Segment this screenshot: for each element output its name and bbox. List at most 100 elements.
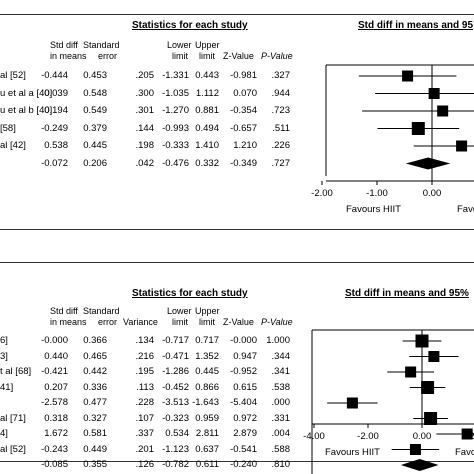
cell-z-value: -0.354 xyxy=(230,105,257,116)
study-name: u et al b [40] xyxy=(0,105,53,116)
hdr-ll-b: limit xyxy=(172,317,188,327)
study-name: 4] xyxy=(0,428,8,439)
cell-std-err: 0.453 xyxy=(83,70,107,81)
hdr-p: P-Value xyxy=(261,51,293,61)
x-tick-label: -4.00 xyxy=(303,431,325,442)
favours-right-label: Favo xyxy=(455,447,474,458)
study-name: 6] xyxy=(0,335,8,346)
study-name: al [52] xyxy=(0,443,26,455)
effect-size-marker xyxy=(461,428,473,440)
cell-z-value: -0.981 xyxy=(230,70,257,81)
cell-z-value: 1.210 xyxy=(233,140,257,151)
forest-plot-top: Statistics for each study Std diff in me… xyxy=(0,14,474,230)
cell-variance: .107 xyxy=(135,412,155,424)
hdr-se-b: error xyxy=(98,317,118,327)
hdr-z: Z-Value xyxy=(223,51,254,61)
cell-p-value: .226 xyxy=(271,140,291,151)
cell-std-err: 0.379 xyxy=(83,122,107,134)
cell-p-value: .810 xyxy=(271,459,291,470)
cell-std-err: 0.465 xyxy=(83,350,107,362)
cell-lower-limit: -0.471 xyxy=(162,350,189,362)
effect-size-marker xyxy=(456,140,468,152)
plot-title: Std diff in means and 95 xyxy=(358,20,474,31)
cell-std-diff: 0.318 xyxy=(44,412,68,424)
cell-std-diff: 1.672 xyxy=(44,428,68,439)
cell-std-diff: -0.421 xyxy=(41,366,68,377)
cell-std-err: 0.355 xyxy=(83,459,107,470)
study-name: [58] xyxy=(0,122,16,134)
cell-std-diff: 0.194 xyxy=(44,105,68,116)
cell-z-value: 0.070 xyxy=(233,87,257,99)
study-name: al [42] xyxy=(0,140,26,151)
hdr-std-b: in means xyxy=(50,51,87,61)
cell-variance: .198 xyxy=(135,140,155,151)
cell-std-err: 0.206 xyxy=(83,157,107,169)
effect-size-marker xyxy=(409,444,421,455)
favours-left-label: Favours HIIT xyxy=(346,204,401,215)
cell-upper-limit: 0.611 xyxy=(195,459,219,470)
cell-std-err: 0.445 xyxy=(83,140,107,151)
cell-upper-limit: 0.866 xyxy=(195,381,219,393)
study-name: 3] xyxy=(0,350,8,362)
cell-p-value: .000 xyxy=(271,397,291,408)
effect-size-marker xyxy=(346,397,358,409)
cell-upper-limit: 1.112 xyxy=(195,87,219,99)
cell-p-value: .511 xyxy=(272,122,290,134)
effect-size-marker xyxy=(405,366,417,378)
cell-std-err: 0.327 xyxy=(83,412,107,424)
cell-variance: .134 xyxy=(135,335,155,346)
cell-z-value: -0.657 xyxy=(230,122,257,134)
effect-size-marker xyxy=(437,105,449,117)
hdr-ul-a: Upper xyxy=(195,40,220,50)
cell-std-diff: 0.440 xyxy=(44,350,68,362)
cell-variance: .144 xyxy=(135,122,155,134)
effect-size-marker xyxy=(411,122,425,135)
cell-lower-limit: -0.717 xyxy=(162,335,189,346)
cell-lower-limit: 0.534 xyxy=(165,428,189,439)
hdr-se-a: Standard xyxy=(83,40,120,50)
cell-std-err: 0.548 xyxy=(83,87,107,99)
effect-size-marker xyxy=(424,412,438,425)
hdr-se-a: Standard xyxy=(83,306,120,316)
hdr-p: P-Value xyxy=(261,317,293,327)
cell-upper-limit: 1.410 xyxy=(195,140,219,151)
hdr-ul-b: limit xyxy=(199,317,215,327)
study-name: al [52] xyxy=(0,70,26,81)
stats-title: Statistics for each study xyxy=(132,20,248,31)
cell-z-value: -0.541 xyxy=(230,443,257,455)
cell-p-value: .944 xyxy=(271,87,291,99)
hdr-ll-b: limit xyxy=(172,51,188,61)
cell-z-value: 0.972 xyxy=(233,412,257,424)
effect-size-marker xyxy=(428,88,440,99)
cell-std-diff: -0.243 xyxy=(41,443,68,455)
cell-variance: .216 xyxy=(135,350,155,362)
cell-variance: .337 xyxy=(135,428,155,439)
study-name: t al [68] xyxy=(0,366,32,377)
cell-std-diff: 0.538 xyxy=(44,140,68,151)
cell-p-value: .588 xyxy=(271,443,291,455)
effect-size-marker xyxy=(415,334,429,348)
hdr-ll-a: Lower xyxy=(167,40,192,50)
cell-lower-limit: -3.513 xyxy=(162,397,189,408)
cell-z-value: 0.615 xyxy=(233,381,257,393)
effect-size-marker xyxy=(402,70,414,82)
cell-upper-limit: 2.811 xyxy=(195,428,219,439)
cell-lower-limit: -0.782 xyxy=(162,459,189,470)
cell-z-value: -0.349 xyxy=(230,157,257,169)
cell-upper-limit: 0.445 xyxy=(195,366,219,377)
cell-lower-limit: -1.270 xyxy=(162,105,189,116)
plot-title: Std diff in means and 95% xyxy=(345,288,469,299)
study-name: u et al a [40] xyxy=(0,87,53,99)
cell-std-err: 0.366 xyxy=(83,335,107,346)
cell-upper-limit: 0.494 xyxy=(195,122,219,134)
cell-variance: .301 xyxy=(135,105,155,116)
cell-std-diff: 0.207 xyxy=(44,381,68,393)
cell-lower-limit: -0.452 xyxy=(162,381,189,393)
cell-lower-limit: -1.123 xyxy=(162,443,189,455)
cell-upper-limit: 0.332 xyxy=(195,157,219,169)
cell-z-value: -0.000 xyxy=(230,335,257,346)
cell-variance: .195 xyxy=(135,366,155,377)
cell-z-value: -5.404 xyxy=(230,397,257,408)
cell-p-value: .327 xyxy=(271,70,291,81)
cell-p-value: .723 xyxy=(271,105,291,116)
